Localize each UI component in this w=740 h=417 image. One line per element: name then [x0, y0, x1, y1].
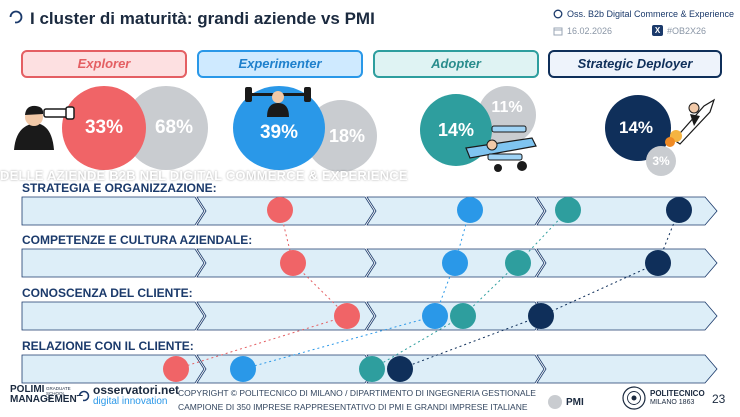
dot-deployer-conoscenza [528, 303, 554, 329]
politecnico-logo-text: POLITECNICO MILANO 1863 [650, 389, 705, 406]
copyright-text: COPYRIGHT © POLITECNICO DI MILANO / DIPA… [178, 388, 536, 398]
polimi-management-logo: POLIMI MANAGEMENT [10, 384, 83, 405]
observatory-logo-icon [9, 10, 23, 24]
page-number: 23 [712, 392, 726, 406]
dot-adopter-relazione [359, 356, 385, 382]
observatory-icon [553, 9, 563, 19]
source-label: Oss. B2b Digital Commerce & Experience [567, 9, 735, 19]
arrow-row-conoscenza [21, 301, 718, 331]
dimension-label-relazione: RELAZIONE CON IL CLIENTE: [22, 339, 194, 353]
dot-experimenter-relazione [230, 356, 256, 382]
overlay-banner-text: DELLE AZIENDE B2B NEL DIGITAL COMMERCE &… [0, 168, 408, 183]
dot-explorer-conoscenza [334, 303, 360, 329]
date-label: 16.02.2026 [567, 26, 613, 36]
cluster-pill-strategic-deployer: Strategic Deployer [548, 50, 722, 78]
cluster-pill-adopter: Adopter [373, 50, 539, 78]
calendar-icon [553, 27, 563, 36]
cluster-pill-experimenter: Experimenter [197, 50, 363, 78]
dot-experimenter-competenze [442, 250, 468, 276]
dot-explorer-strategia [267, 197, 293, 223]
experimenter-lifter-illustration [245, 87, 311, 117]
deployer-rocket-illustration [665, 98, 716, 147]
dimension-label-conoscenza: CONOSCENZA DEL CLIENTE: [22, 286, 193, 300]
dimension-label-strategia: STRATEGIA E ORGANIZZAZIONE: [22, 181, 217, 195]
dot-deployer-strategia [666, 197, 692, 223]
x-social-icon: X [652, 25, 663, 36]
dot-explorer-competenze [280, 250, 306, 276]
dot-deployer-relazione [387, 356, 413, 382]
large-circle-explorer: 33% [62, 86, 146, 170]
dot-explorer-relazione [163, 356, 189, 382]
dot-adopter-competenze [505, 250, 531, 276]
dot-deployer-competenze [645, 250, 671, 276]
hashtag-label: #OB2X26 [667, 26, 707, 36]
sample-note-text: CAMPIONE DI 350 IMPRESE RAPPRESENTATIVO … [178, 402, 528, 412]
pmi-legend-swatch [548, 395, 562, 409]
dot-experimenter-conoscenza [422, 303, 448, 329]
pmi-circle-strategic-deployer: 3% [646, 146, 676, 176]
dot-adopter-strategia [555, 197, 581, 223]
dot-adopter-conoscenza [450, 303, 476, 329]
adopter-connectors [371, 209, 569, 370]
dot-experimenter-strategia [457, 197, 483, 223]
adopter-airplane-illustration [465, 125, 537, 172]
osservatori-brand: osservatori.net digital innovation [93, 383, 180, 407]
arrow-row-strategia [21, 196, 718, 226]
arrow-row-competenze [21, 248, 718, 278]
polimi-school-caption: GRADUATE SCHOOL OF [46, 386, 71, 401]
page-title: I cluster di maturità: grandi aziende vs… [30, 9, 375, 28]
dimension-label-competenze: COMPETENZE E CULTURA AZIENDALE: [22, 233, 253, 247]
pmi-legend-label: PMI [566, 397, 584, 408]
cluster-pill-explorer: Explorer [21, 50, 187, 78]
footer-bar [0, 384, 740, 417]
osservatori-logo-icon [78, 390, 90, 403]
politecnico-seal-icon [622, 386, 646, 410]
explorer-person-illustration [14, 105, 75, 150]
experimenter-connectors [242, 209, 471, 370]
deployer-connectors [399, 209, 680, 370]
